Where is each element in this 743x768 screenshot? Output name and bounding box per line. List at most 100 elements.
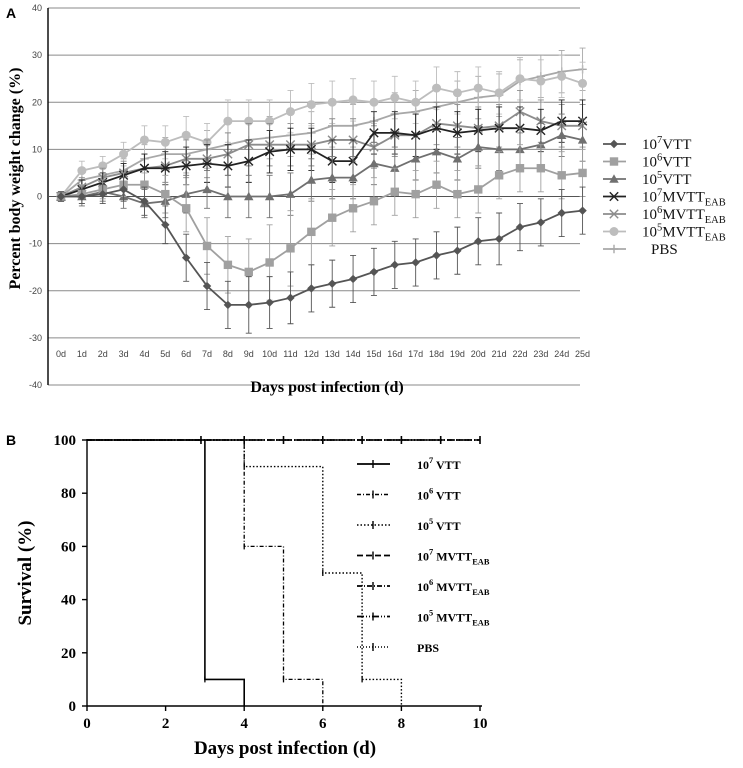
y-tick-label: 40 xyxy=(32,3,42,13)
data-point xyxy=(494,234,504,244)
series-line xyxy=(60,167,583,273)
data-point xyxy=(244,191,254,201)
x-tick-label: 10 xyxy=(473,716,488,732)
data-point xyxy=(181,253,191,262)
data-point xyxy=(327,172,337,182)
data-point xyxy=(609,244,619,254)
series-line xyxy=(60,120,583,198)
data-point xyxy=(348,95,358,105)
survival-line-2 xyxy=(87,439,403,706)
legend-label: 107 VTT xyxy=(417,456,461,472)
data-point xyxy=(223,300,233,310)
data-point xyxy=(390,187,400,196)
data-point xyxy=(536,164,546,173)
data-point xyxy=(536,76,546,86)
data-point xyxy=(77,192,87,201)
x-tick-label: 10d xyxy=(262,349,277,359)
data-point xyxy=(369,267,379,277)
data-point xyxy=(557,208,566,218)
x-tick-label: 18d xyxy=(429,349,444,359)
data-point xyxy=(286,244,295,253)
data-point xyxy=(452,88,462,98)
data-point xyxy=(494,88,504,98)
series-line xyxy=(60,110,583,198)
data-point xyxy=(390,128,400,138)
data-point xyxy=(369,128,379,138)
data-point xyxy=(557,171,566,180)
data-point xyxy=(160,163,171,173)
data-point xyxy=(453,246,462,255)
data-point xyxy=(609,157,619,166)
data-point xyxy=(265,298,274,307)
data-point xyxy=(494,144,504,154)
x-axis-title: Days post infection (d) xyxy=(250,379,403,396)
data-point xyxy=(307,227,316,237)
series-line xyxy=(61,188,583,306)
y-tick-label: -10 xyxy=(29,239,42,249)
x-tick-label: 4d xyxy=(139,349,149,359)
x-tick-label: 17d xyxy=(408,349,423,359)
x-tick-label: 20d xyxy=(471,349,486,359)
data-point xyxy=(348,274,358,284)
legend-label: 107 MVTTEAB xyxy=(417,548,490,567)
x-tick-label: 1d xyxy=(77,349,87,359)
data-point xyxy=(609,209,619,219)
data-point xyxy=(328,213,337,222)
data-point xyxy=(452,154,463,163)
data-point xyxy=(411,258,420,267)
data-point xyxy=(56,192,66,201)
x-tick-label: 15d xyxy=(366,349,381,359)
x-axis-title: Days post infection (d) xyxy=(194,738,376,759)
data-point xyxy=(244,300,253,310)
data-point xyxy=(98,189,107,199)
panel-a-weight-chart: A -40 -30 -20 -10 0 10 20 30 40 0d 1d 2d 3d 4d 5d 6d 7d 8d… xyxy=(6,3,726,396)
x-tick-label: 8d xyxy=(223,349,233,359)
data-point xyxy=(77,166,87,176)
x-tick-label: 11d xyxy=(283,349,297,359)
data-point xyxy=(431,147,442,156)
data-point xyxy=(119,149,129,159)
data-point xyxy=(515,164,525,173)
y-tick-label: 40 xyxy=(61,593,76,609)
legend-label: 105 MVTTEAB xyxy=(417,609,490,628)
data-point xyxy=(578,168,587,178)
y-tick-label: 20 xyxy=(32,97,42,107)
data-point xyxy=(474,185,483,194)
data-point xyxy=(181,130,191,140)
y-tick-label: 0 xyxy=(69,699,77,715)
data-point xyxy=(536,139,546,149)
data-point xyxy=(609,227,619,236)
data-point xyxy=(307,284,316,293)
data-point xyxy=(223,191,233,201)
data-point xyxy=(577,135,588,144)
data-point xyxy=(161,189,170,199)
x-tick-label: 21d xyxy=(492,349,507,359)
data-point xyxy=(244,156,254,166)
y-tick-label: 0 xyxy=(37,192,42,202)
data-point xyxy=(306,100,316,110)
x-tick-label: 4 xyxy=(240,716,248,732)
x-tick-label: 3d xyxy=(119,349,129,359)
data-point xyxy=(223,116,233,126)
series-0 xyxy=(56,177,587,334)
legend-label: 107VTT xyxy=(642,135,691,153)
y-tick-label: 60 xyxy=(61,539,76,555)
x-tick-label: 2 xyxy=(162,716,170,732)
data-point xyxy=(390,260,400,270)
x-tick-label: 19d xyxy=(450,349,465,359)
data-point xyxy=(410,154,421,163)
data-point xyxy=(578,78,588,88)
data-point xyxy=(223,161,233,171)
x-tick-label: 23d xyxy=(533,349,548,359)
data-point xyxy=(494,171,504,180)
data-point xyxy=(609,174,619,183)
series-line xyxy=(61,134,583,205)
data-point xyxy=(369,197,379,206)
legend-label: 105VTT xyxy=(642,170,691,188)
data-point xyxy=(473,142,483,151)
data-point xyxy=(432,180,441,189)
data-point xyxy=(453,189,462,199)
x-tick-label: 24d xyxy=(554,349,569,359)
panel-label-a: A xyxy=(6,5,16,21)
data-point xyxy=(202,241,212,251)
